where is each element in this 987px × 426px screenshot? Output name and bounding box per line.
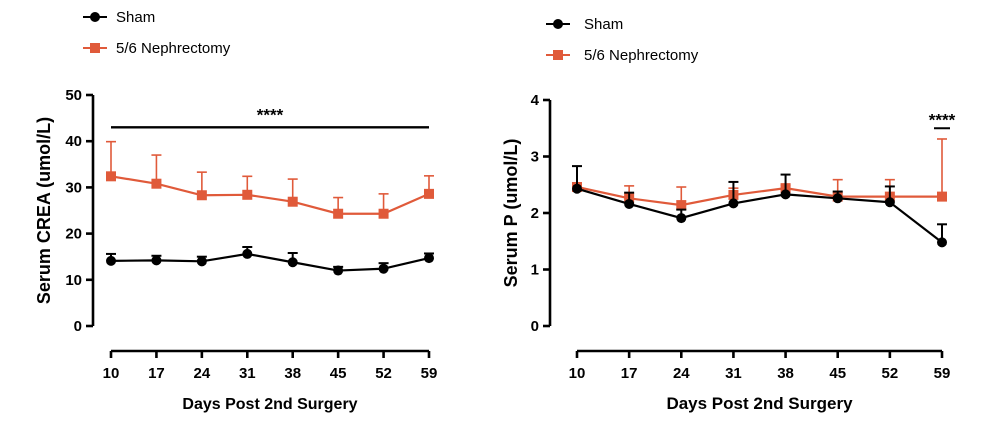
data-point (333, 208, 344, 219)
legend-marker (90, 12, 100, 22)
data-point (937, 191, 947, 202)
x-tick-label: 59 (421, 365, 438, 382)
data-point (424, 188, 434, 199)
y-tick-label: 2 (531, 205, 539, 222)
series-line (110, 252, 430, 272)
data-point (242, 248, 253, 259)
data-point (196, 256, 207, 267)
x-tick-label: 45 (330, 365, 347, 382)
legend-label: 5/6 Nephrectomy (116, 40, 231, 57)
x-tick-label: 52 (882, 365, 899, 382)
x-tick-label: 38 (284, 365, 301, 382)
y-axis-title: Serum CREA (umol/L) (34, 117, 54, 304)
legend-label: Sham (584, 16, 623, 33)
data-point (106, 255, 116, 266)
x-tick-label: 17 (148, 365, 165, 382)
x-tick-label: 45 (829, 365, 846, 382)
x-tick-label: 59 (934, 365, 951, 382)
x-tick-label: 31 (725, 365, 742, 382)
legend-entry-sham: Sham (546, 16, 623, 33)
data-point (780, 189, 791, 200)
legend-label: 5/6 Nephrectomy (584, 47, 699, 64)
y-tick-label: 4 (531, 92, 540, 109)
legend-entry-sham: Sham (83, 9, 155, 26)
significance-label: **** (257, 105, 284, 124)
data-point (378, 263, 389, 274)
chart-panel-2: 0 1 2 3 4 10 17 24 31 38 45 52 59 Days Post 2nd Surge… (501, 16, 956, 413)
y-tick-label: 3 (531, 149, 539, 166)
legend-label: Sham (116, 9, 155, 26)
data-point (884, 197, 895, 208)
series-line (110, 175, 430, 215)
series-sham (106, 245, 434, 276)
x-tick-label: 38 (777, 365, 794, 382)
y-tick-label: 20 (65, 226, 82, 243)
x-axis-title: Days Post 2nd Surgery (182, 396, 357, 413)
data-point (287, 196, 298, 207)
data-point (151, 178, 162, 189)
data-point (287, 257, 298, 268)
significance-label: **** (929, 110, 956, 129)
legend-marker (553, 50, 563, 60)
y-tick-label: 50 (65, 87, 82, 104)
legend-entry-nephrectomy: 5/6 Nephrectomy (83, 40, 231, 57)
data-point (196, 190, 207, 201)
data-point (424, 253, 434, 264)
y-tick-label: 30 (65, 179, 82, 196)
legend-marker (90, 43, 100, 53)
y-axis-title: Serum P (umol/L) (501, 139, 521, 288)
legend-marker (553, 19, 563, 29)
data-point (378, 208, 389, 219)
data-point (676, 213, 687, 224)
y-tick-label: 40 (65, 133, 82, 150)
x-tick-label: 10 (103, 365, 120, 382)
y-tick-label: 0 (74, 318, 82, 335)
series-line (576, 187, 943, 244)
x-tick-label: 10 (569, 365, 586, 382)
y-tick-label: 1 (531, 262, 539, 279)
data-point (333, 265, 344, 276)
x-tick-label: 52 (375, 365, 392, 382)
chart-panel-1: 0 10 20 30 40 50 10 17 24 31 38 45 52 59 Days Post 2nd… (34, 9, 437, 413)
x-tick-label: 24 (194, 365, 211, 382)
data-point (676, 200, 687, 211)
data-point (832, 193, 843, 204)
series-sham (572, 165, 947, 248)
x-axis-title: Days Post 2nd Surgery (666, 394, 853, 413)
data-point (572, 183, 582, 194)
data-point (151, 255, 162, 266)
y-tick-label: 10 (65, 272, 82, 289)
data-point (624, 198, 635, 209)
data-point (728, 198, 739, 209)
data-point (242, 189, 253, 200)
series-nephrectomy (106, 140, 434, 219)
legend-entry-nephrectomy: 5/6 Nephrectomy (546, 47, 699, 64)
data-point (106, 171, 116, 182)
series-line (576, 185, 942, 207)
x-tick-label: 17 (621, 365, 638, 382)
y-tick-label: 0 (531, 318, 539, 335)
x-tick-label: 31 (239, 365, 256, 382)
data-point (937, 237, 947, 248)
x-tick-label: 24 (673, 365, 690, 382)
